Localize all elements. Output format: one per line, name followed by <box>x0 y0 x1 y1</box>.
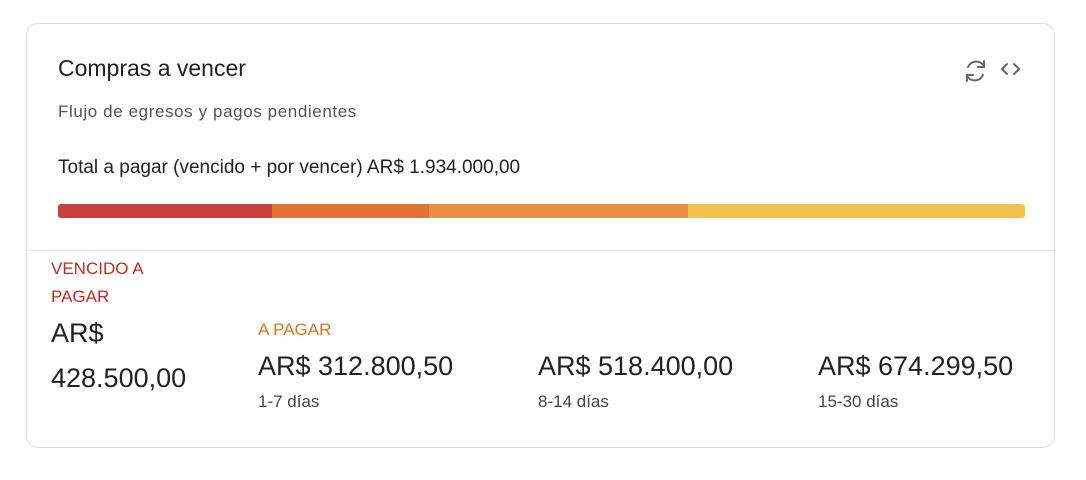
segment-amount: AR$ 428.500,00 <box>51 318 187 393</box>
due-column: AR$ 518.400,00 8-14 días <box>538 344 733 415</box>
card-title: Compras a vencer <box>58 55 246 81</box>
code-icon[interactable] <box>1000 63 1021 75</box>
segment-range: 15-30 días <box>818 392 899 411</box>
segment-range: 1-7 días <box>258 392 320 411</box>
bar-segment <box>272 204 429 218</box>
total-text: Total a pagar (vencido + por vencer) AR$… <box>58 157 521 178</box>
segment-amount: AR$ 674.299,50 <box>818 351 1014 381</box>
segment-range: 8-14 días <box>538 392 609 411</box>
overdue-column: VENCIDO A PAGAR AR$ 428.500,00 <box>51 255 221 401</box>
segment-amount: AR$ 518.400,00 <box>538 351 734 381</box>
segment-amount: AR$ 312.800,50 <box>258 351 454 381</box>
stacked-bar <box>58 204 1025 218</box>
card: Compras a vencer Flujo de egresos y pago… <box>26 23 1055 448</box>
segment-heading: A PAGAR <box>258 320 332 339</box>
due-column: A PAGAR AR$ 312.800,50 1-7 días <box>258 316 453 415</box>
card-actions <box>966 60 1021 82</box>
bar-segment <box>428 204 688 218</box>
refresh-icon[interactable] <box>966 60 985 82</box>
due-column: AR$ 674.299,50 15-30 días <box>818 344 1013 415</box>
segment-heading: VENCIDO A PAGAR <box>51 259 143 306</box>
divider <box>27 250 1054 251</box>
card-subtitle: Flujo de egresos y pagos pendientes <box>58 102 357 121</box>
bar-segment <box>687 204 1025 218</box>
bar-segment <box>58 204 273 218</box>
